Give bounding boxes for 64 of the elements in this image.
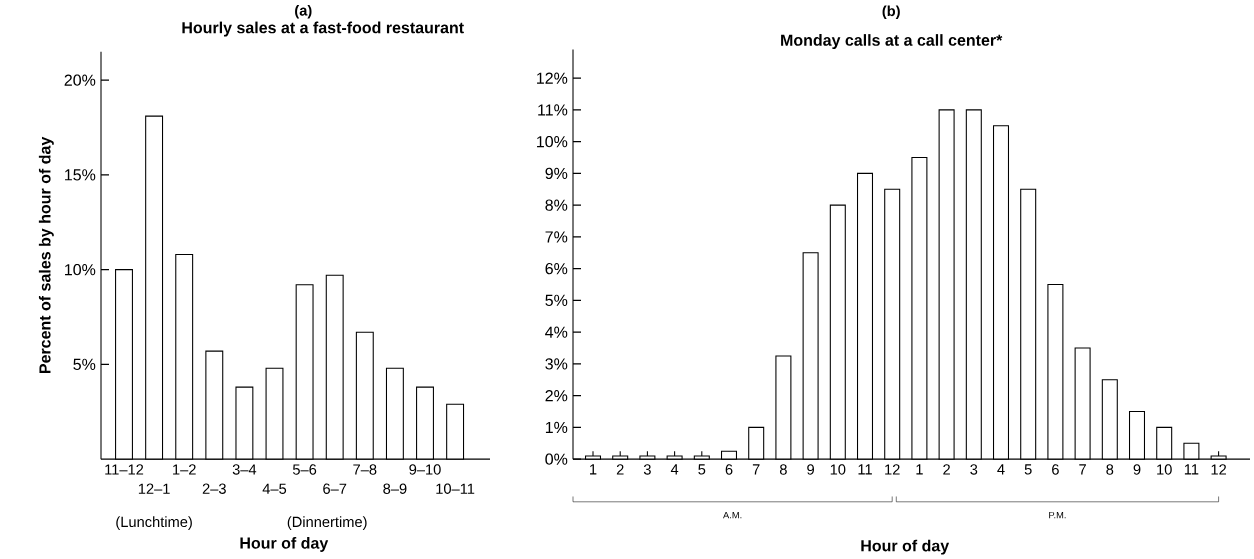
y-tick-label: 9% [545,167,568,179]
x-tick-label: 10 [1157,464,1172,475]
x-tick-label: 7–8 [353,464,377,475]
x-tick-label: 12–1 [138,483,170,494]
x-tick-label: 5–6 [292,464,317,475]
y-tick-label: 11% [538,104,568,116]
y-tick-label: 10% [65,263,96,276]
x-tick-label: 6–7 [323,483,347,494]
x-tick-label: 6 [1052,464,1059,475]
x-tick-label: 9 [807,464,814,475]
y-tick-label: 2% [545,389,568,402]
text: (Lunchtime) [116,516,192,530]
x-axis-title: Hour of day [240,536,329,552]
x-tick-label: 1 [590,464,597,475]
x-tick-label: 11 [858,464,872,475]
x-tick-label: 1 [916,464,923,475]
y-axis-title: Percent of sales by hour of day [38,136,54,373]
x-tick-label: 12 [885,464,900,475]
text: P.M. [1049,511,1066,519]
x-tick-label: 3–4 [232,464,257,475]
x-tick-label: 2 [616,464,624,475]
x-tick-label: 7 [1079,464,1086,475]
x-tick-label: 1–2 [173,464,196,475]
x-tick-label: 10–11 [436,483,475,494]
y-tick-label: 3% [545,358,568,370]
y-tick-label: 15% [65,169,96,181]
y-tick-label: 5% [73,358,96,370]
y-tick-label: 0% [545,453,568,465]
y-tick-label: 12% [537,72,568,84]
x-tick-label: 2 [943,464,950,475]
y-tick-label: 4% [545,326,568,338]
y-tick-label: 5% [545,294,568,306]
chart-subtitle: Monday calls at a call center* [781,33,1003,49]
x-tick-label: 12 [1211,464,1227,475]
x-tick-label: 2–3 [202,483,226,494]
x-tick-label: 5 [698,464,706,475]
x-tick-label: 11–12 [105,464,144,475]
x-tick-label: 9 [1133,464,1141,475]
x-tick-label: 11 [1184,464,1199,475]
x-tick-label: 3 [970,464,978,475]
x-tick-label: 9–10 [409,464,441,475]
text: A.M. [723,511,742,519]
x-tick-label: 4 [997,464,1005,475]
x-tick-label: 3 [643,464,651,475]
x-tick-label: 4–5 [262,483,287,494]
y-tick-label: 1% [545,421,568,433]
chart-subtitle: Hourly sales at a fast-food restaurant [182,21,464,37]
x-tick-label: 4 [670,464,679,475]
x-tick-label: 10 [830,464,846,475]
text: (Dinnertime) [287,516,367,530]
x-tick-label: 8 [1106,464,1114,475]
y-tick-label: 6% [545,262,568,275]
x-tick-label: 6 [725,464,733,475]
x-tick-label: 8 [779,464,787,475]
y-tick-label: 7% [545,231,568,243]
x-tick-label: 5 [1024,464,1032,475]
y-tick-label: 20% [64,74,96,86]
chart-title: (b) [882,5,900,19]
chart-title: (a) [295,4,312,19]
x-tick-label: 7 [752,464,760,475]
x-axis-title: Hour of day [861,539,950,555]
y-tick-label: 10% [537,135,568,148]
x-tick-label: 8–9 [383,483,407,494]
y-tick-label: 8% [545,199,568,211]
